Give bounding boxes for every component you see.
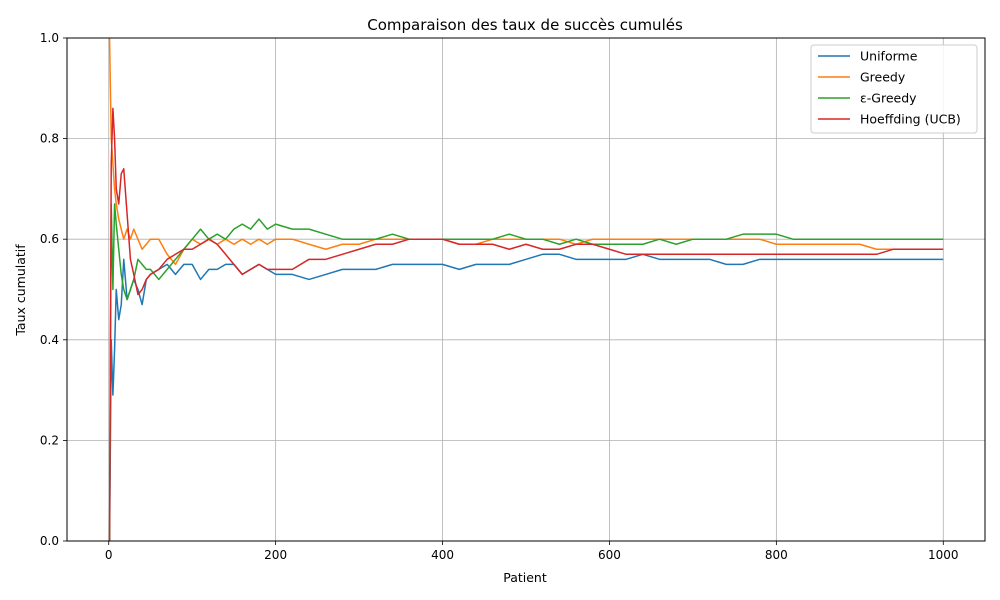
- y-tick-label: 0.2: [40, 433, 59, 447]
- x-tick-label: 0: [105, 548, 113, 562]
- x-tick-label: 800: [765, 548, 788, 562]
- y-tick-label: 1.0: [40, 31, 59, 45]
- legend-label: Greedy: [860, 70, 906, 85]
- series-line-greedy: [108, 37, 944, 266]
- legend-entries: Uniforme Greedy ε-Greedy Hoeffding (UCB): [818, 49, 961, 127]
- legend-label: Uniforme: [860, 49, 918, 64]
- legend-label: ε-Greedy: [860, 91, 917, 106]
- plot-frame: [66, 37, 986, 542]
- legend-label: Hoeffding (UCB): [860, 112, 961, 127]
- series-line-uniforme: [108, 253, 944, 542]
- y-tick-label: 0.0: [40, 534, 59, 548]
- x-tick-label: 200: [264, 548, 287, 562]
- y-axis-label: Taux cumulatif: [13, 244, 28, 337]
- y-tick-label: 0.8: [40, 132, 59, 146]
- y-tick-label: 0.4: [40, 333, 59, 347]
- series-line-greedy: [108, 203, 944, 542]
- series-lines: [108, 37, 944, 542]
- axis-ticks: 0 200 400 600 800 1000 0.0 0.2 0.4 0.6 0.8 1.0: [40, 31, 959, 562]
- legend: Uniforme Greedy ε-Greedy Hoeffding (UCB): [810, 44, 978, 134]
- x-tick-label: 600: [598, 548, 621, 562]
- y-tick-label: 0.6: [40, 232, 59, 246]
- x-tick-label: 400: [431, 548, 454, 562]
- x-axis-label: Patient: [503, 570, 547, 585]
- chart-title: Comparaison des taux de succès cumulés: [367, 16, 683, 34]
- series-line-hoeffding-ucb: [108, 107, 944, 542]
- x-tick-label: 1000: [928, 548, 959, 562]
- legend-box: [810, 44, 978, 134]
